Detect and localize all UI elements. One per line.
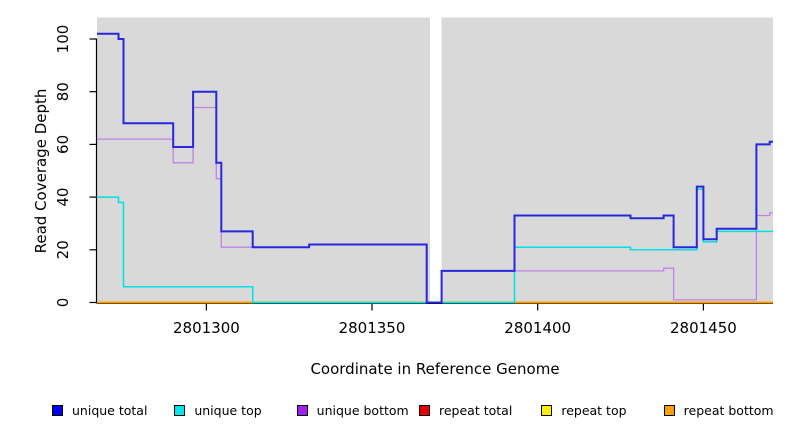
legend-item-repeat-top: repeat top (541, 403, 663, 418)
plot-background-region (441, 17, 773, 304)
coverage-plot: 0 20 40 60 80 100 2801300 2801350 2801400 2801450… (32, 17, 773, 378)
legend-label: unique top (194, 402, 262, 418)
x-axis-tick-label: 2801400 (504, 319, 571, 337)
x-axis-tick-label: 2801300 (173, 319, 240, 337)
plot-background (97, 17, 773, 304)
y-axis-tick-label: 40 (54, 188, 72, 207)
legend: unique total unique top unique bottom repea… (52, 398, 786, 422)
legend-swatch-repeat-top (541, 404, 553, 416)
y-axis-tick-label: 60 (54, 135, 72, 154)
axes: 0 20 40 60 80 100 2801300 2801350 2801400 2801450 (54, 25, 773, 337)
legend-label: repeat bottom (683, 402, 774, 418)
legend-label: repeat total (439, 402, 513, 418)
y-axis-tick-label: 80 (54, 82, 72, 101)
series-line-unique-total (97, 32, 773, 304)
plot-background-region (97, 17, 430, 304)
series-lines (97, 32, 773, 304)
legend-label: unique total (72, 402, 148, 418)
y-axis-tick-label: 20 (54, 240, 72, 259)
series-line-unique-top (97, 188, 773, 304)
legend-item-unique-top: unique top (174, 403, 296, 418)
legend-item-unique-total: unique total (52, 403, 174, 418)
legend-swatch-unique-top (174, 404, 186, 416)
legend-item-repeat-total: repeat total (419, 403, 541, 418)
y-axis-title: Read Coverage Depth (32, 89, 50, 254)
legend-label: unique bottom (316, 402, 409, 418)
legend-swatch-unique-total (52, 404, 63, 416)
x-axis-title: Coordinate in Reference Genome (310, 360, 559, 378)
legend-label: repeat top (561, 402, 627, 418)
legend-swatch-repeat-bottom (663, 404, 675, 416)
legend-swatch-repeat-total (419, 404, 430, 416)
x-axis-tick-label: 2801450 (670, 319, 737, 337)
legend-swatch-unique-bottom (296, 404, 308, 416)
legend-item-repeat-bottom: repeat bottom (663, 402, 786, 418)
y-axis-tick-label: 0 (54, 298, 72, 308)
x-axis-tick-label: 2801350 (339, 319, 406, 337)
y-axis-tick-label: 100 (54, 25, 72, 54)
legend-item-unique-bottom: unique bottom (296, 402, 419, 418)
